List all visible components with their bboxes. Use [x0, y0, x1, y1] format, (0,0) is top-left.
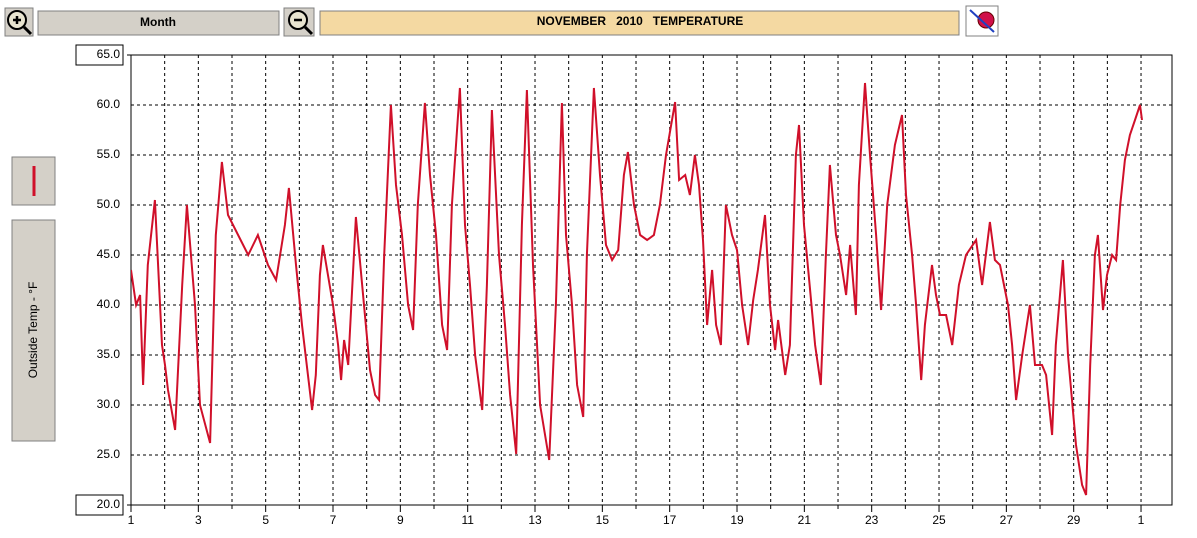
y-tick-label: 35.0 [97, 347, 121, 361]
x-tick-label: 21 [798, 513, 812, 527]
legend-label: Outside Temp - °F [26, 282, 40, 379]
x-tick-label: 17 [663, 513, 677, 527]
x-tick-label: 25 [932, 513, 946, 527]
title-box [319, 10, 960, 36]
x-tick-label: 27 [1000, 513, 1014, 527]
y-tick-label: 65.0 [97, 47, 121, 61]
series-line [131, 82, 1143, 496]
x-tick-label: 9 [397, 513, 404, 527]
x-tick-label: 15 [596, 513, 610, 527]
y-tick-label: 25.0 [97, 447, 121, 461]
x-tick-label: 23 [865, 513, 879, 527]
zoom-in[interactable] [4, 7, 34, 37]
period-label: Month [140, 15, 176, 29]
y-tick-label: 50.0 [97, 197, 121, 211]
y-tick-label: 45.0 [97, 247, 121, 261]
x-tick-label: 19 [730, 513, 744, 527]
y-tick-label: 40.0 [97, 297, 121, 311]
y-tick-box [75, 44, 124, 66]
x-tick-label: 3 [195, 513, 202, 527]
zoom-out[interactable] [283, 7, 315, 37]
y-tick-label: 20.0 [97, 497, 121, 511]
legend-button[interactable] [11, 156, 56, 206]
y-tick-label: 30.0 [97, 397, 121, 411]
x-tick-label: 5 [262, 513, 269, 527]
chart-title: NOVEMBER 2010 TEMPERATURE [537, 14, 743, 28]
axis-label-button[interactable] [11, 219, 56, 442]
color-tool[interactable] [965, 5, 999, 37]
x-tick-label: 1 [1138, 513, 1145, 527]
x-tick-label: 1 [128, 513, 135, 527]
y-tick-label: 60.0 [97, 97, 121, 111]
period-button[interactable] [37, 10, 280, 36]
y-tick-label: 55.0 [97, 147, 121, 161]
x-tick-label: 7 [330, 513, 337, 527]
x-tick-label: 29 [1067, 513, 1081, 527]
plot-area [130, 54, 1173, 506]
y-tick-box [75, 494, 124, 516]
x-tick-label: 13 [528, 513, 542, 527]
x-tick-label: 11 [461, 513, 474, 527]
